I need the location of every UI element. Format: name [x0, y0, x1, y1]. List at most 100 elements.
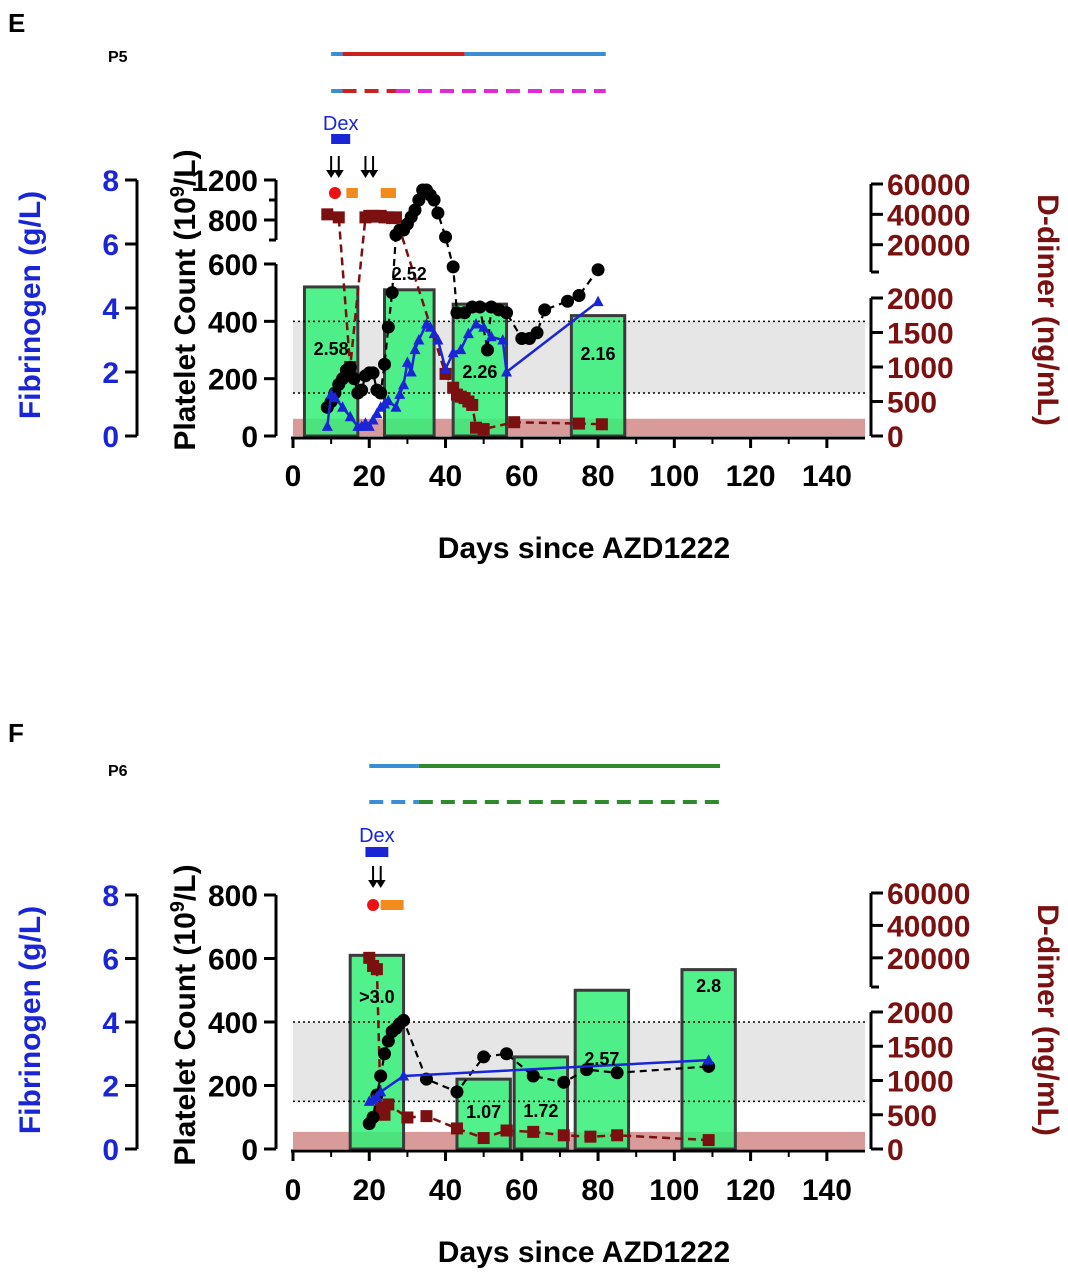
- treatment-arrow-head: [326, 170, 337, 178]
- ddimer-point: [321, 208, 334, 221]
- ddimer-point: [450, 1122, 463, 1135]
- ddimer-line: [368, 957, 709, 1142]
- ddimer-point: [527, 1125, 540, 1138]
- ddimer-point: [466, 398, 479, 411]
- treatment-arrow-head: [368, 880, 379, 888]
- fibrinogen-tick-label: 0: [102, 1134, 119, 1167]
- x-tick-label: 40: [429, 1174, 462, 1207]
- ddimer-point: [584, 1130, 597, 1143]
- fibrinogen-point: [329, 391, 341, 403]
- fibrinogen-axis-title: Fibrinogen (g/L): [14, 191, 47, 419]
- panel-letter-f: F: [8, 718, 24, 748]
- platelet-axis-title-main: Platelet Count (10: [169, 197, 202, 450]
- fibrinogen-tick-label: 0: [102, 421, 119, 454]
- fibrinogen-point: [375, 1085, 387, 1097]
- fibrinogen-point: [401, 356, 413, 367]
- ddimer-tick-label: 20000: [887, 943, 970, 976]
- fibrinogen-bar-label: 2.26: [462, 362, 497, 382]
- platelet-axis-title-sup: 9: [167, 901, 189, 912]
- patient-label-p5: P5: [108, 49, 128, 66]
- plot-area-f: >3.01.07 1.722.572.8024680200400600800050…: [102, 764, 970, 1207]
- fibrinogen-tick-label: 2: [102, 1071, 119, 1104]
- platelet-point: [427, 193, 441, 207]
- platelet-point: [591, 263, 605, 277]
- fibrinogen-functional-bar: [680, 968, 737, 1151]
- fibrinogen-point: [363, 420, 375, 431]
- ddimer-tick-label: 40000: [887, 199, 970, 232]
- platelet-point: [366, 1110, 380, 1124]
- dex-bar: [331, 134, 351, 144]
- platelet-point: [530, 326, 544, 340]
- platelet-point: [374, 386, 388, 400]
- fibrinogen-point: [592, 295, 604, 307]
- platelet-axis-title-main: Platelet Count (10: [169, 912, 202, 1165]
- x-tick-label: 60: [505, 460, 538, 493]
- orange-treatment-bar: [380, 900, 404, 910]
- fibrinogen-bar-label: 2.57: [584, 1049, 619, 1069]
- fibrinogen-bar-label: >3.0: [359, 987, 395, 1007]
- platelet-point: [500, 306, 514, 320]
- dex-bar: [365, 847, 389, 857]
- ddimer-tick-label: 500: [887, 387, 937, 420]
- fibrinogen-point: [409, 343, 421, 355]
- fibrinogen-functional-bar: [569, 314, 627, 438]
- x-axis-title: Days since AZD1222: [438, 532, 730, 565]
- fibrinogen-axis-title: Fibrinogen (g/L): [14, 906, 47, 1134]
- ddimer-tick-label: 2000: [887, 997, 954, 1030]
- ddimer-point: [611, 1129, 624, 1142]
- fibrinogen-point: [501, 366, 513, 377]
- ddimer-tick-label: 500: [887, 1100, 937, 1133]
- x-tick-label: 100: [649, 460, 699, 493]
- x-tick-label: 120: [726, 1174, 776, 1207]
- ddimer-point: [500, 1124, 513, 1137]
- platelet-point: [412, 193, 426, 207]
- platelet-axis-title-sup: 9: [167, 186, 189, 197]
- fibrinogen-tick-label: 6: [102, 229, 119, 262]
- treatment-arrow-head: [375, 880, 386, 888]
- fibrinogen-tick-label: 4: [102, 293, 119, 326]
- platelet-tick-label: 400: [208, 306, 258, 339]
- fibrinogen-point: [394, 388, 406, 399]
- platelet-axis-title-end: /L): [169, 864, 202, 901]
- platelet-tick-label: 800: [208, 880, 258, 913]
- x-tick-label: 60: [505, 1174, 538, 1207]
- platelet-tick-label: 200: [208, 1071, 258, 1104]
- fibrinogen-bar-label: 1.72: [523, 1101, 558, 1121]
- platelet-point: [366, 366, 380, 380]
- fibrinogen-point: [428, 327, 440, 339]
- x-tick-label: 0: [285, 460, 302, 493]
- ddimer-tick-label: 1500: [887, 1031, 954, 1064]
- platelet-point: [572, 289, 586, 303]
- platelet-point: [473, 300, 487, 314]
- x-tick-label: 80: [581, 1174, 614, 1207]
- platelet-point: [450, 1085, 464, 1099]
- ddimer-tick-label: 0: [887, 421, 904, 454]
- patient-label-p6: P6: [108, 763, 128, 780]
- platelet-point: [610, 1066, 624, 1080]
- ddimer-tick-label: 1000: [887, 1066, 954, 1099]
- orange-treatment-bar: [380, 188, 396, 198]
- fibrinogen-tick-label: 8: [102, 165, 119, 198]
- platelet-point: [480, 343, 494, 357]
- fibrinogen-bar-label: 2.8: [696, 976, 721, 996]
- ddimer-tick-label: 40000: [887, 910, 970, 943]
- fibrinogen-point: [462, 327, 474, 339]
- platelet-tick-label: 1200: [191, 165, 258, 198]
- ddimer-point: [420, 1110, 433, 1123]
- orange-treatment-bar: [346, 188, 358, 198]
- platelet-point: [561, 294, 575, 308]
- ddimer-point: [332, 211, 345, 224]
- fibrinogen-point: [413, 334, 425, 345]
- platelet-point: [381, 320, 395, 334]
- platelet-tick-label: 600: [208, 944, 258, 977]
- fibrinogen-bar-label: 1.07: [466, 1102, 501, 1122]
- fibrinogen-point: [405, 366, 417, 377]
- fibrinogen-point: [398, 1069, 410, 1081]
- platelet-point: [446, 260, 460, 274]
- treatment-arrow-head: [333, 170, 344, 178]
- platelet-axis-title: Platelet Count (109/L): [167, 149, 202, 450]
- platelet-point: [526, 1069, 540, 1083]
- ddimer-tick-label: 60000: [887, 169, 970, 202]
- fibrinogen-point: [337, 401, 349, 412]
- fibrinogen-point: [321, 420, 333, 431]
